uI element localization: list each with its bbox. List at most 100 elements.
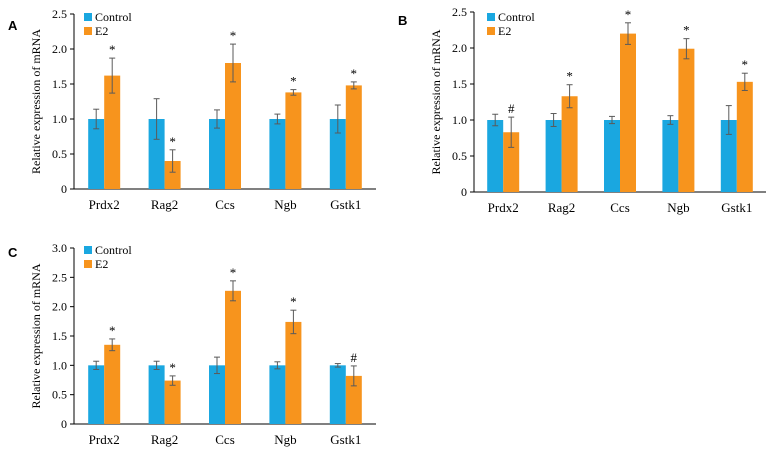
significance-marker: * — [109, 323, 116, 338]
y-tick-label: 0 — [61, 182, 67, 196]
bar-e2 — [225, 290, 241, 424]
bar-control — [662, 120, 679, 192]
significance-marker: # — [508, 101, 515, 116]
legend-swatch — [84, 13, 92, 21]
bar-control — [329, 119, 346, 189]
significance-marker: * — [683, 23, 690, 38]
significance-marker: * — [625, 7, 632, 22]
chart-panel-b: Relative expression of mRNA 0 0.5 1.0 1.5 2.0… — [429, 5, 766, 215]
bar-control — [88, 365, 105, 424]
y-tick-label: 3.0 — [52, 241, 67, 255]
x-tick-label: Rag2 — [151, 432, 178, 447]
significance-marker: * — [290, 74, 297, 89]
significance-marker: * — [290, 294, 297, 309]
significance-marker: * — [169, 134, 176, 149]
bar-control — [487, 120, 504, 192]
bar-e2 — [561, 96, 578, 192]
bar-control — [209, 119, 225, 189]
bar-control — [604, 120, 620, 192]
significance-marker: # — [351, 350, 358, 365]
bar-control — [148, 365, 165, 424]
bar-control — [88, 119, 105, 189]
y-axis-label: Relative expression of mRNA — [429, 29, 443, 174]
bar-e2 — [104, 344, 121, 424]
chart-panel-c: Relative expression of mRNA 0 0.5 1.0 1.5 2.0… — [29, 241, 376, 447]
legend-label: Control — [95, 243, 132, 257]
bar-control — [269, 365, 286, 424]
bar-control — [148, 119, 165, 189]
y-tick-label: 0 — [61, 417, 67, 431]
y-tick-label: 2.5 — [452, 5, 467, 19]
y-tick-label: 2.0 — [52, 42, 67, 56]
significance-marker: * — [566, 69, 573, 84]
y-tick-label: 1.0 — [452, 113, 467, 127]
legend-swatch — [487, 27, 495, 35]
bar-e2 — [225, 63, 241, 189]
x-tick-label: Gstk1 — [721, 200, 752, 215]
legend-swatch — [84, 246, 92, 254]
x-tick-label: Ngb — [274, 197, 296, 212]
legend-label: E2 — [95, 257, 108, 271]
significance-marker: * — [351, 66, 358, 81]
x-tick-label: Rag2 — [151, 197, 178, 212]
significance-marker: * — [230, 28, 237, 43]
bar-control — [720, 120, 737, 192]
y-tick-label: 0.5 — [52, 147, 67, 161]
legend-swatch — [84, 27, 92, 35]
bar-e2 — [345, 375, 362, 424]
y-tick-label: 0.5 — [452, 149, 467, 163]
panel-a-label: A — [8, 18, 18, 33]
bar-e2 — [285, 92, 302, 189]
y-tick-label: 1.0 — [52, 358, 67, 372]
bar-control — [209, 365, 225, 424]
bar-control — [269, 119, 286, 189]
bar-e2 — [164, 161, 181, 189]
x-tick-label: Ccs — [610, 200, 630, 215]
x-tick-label: Ccs — [215, 197, 235, 212]
y-tick-label: 2.0 — [452, 41, 467, 55]
legend-label: E2 — [498, 24, 511, 38]
bar-e2 — [620, 33, 636, 192]
x-tick-label: Ccs — [215, 432, 235, 447]
significance-marker: * — [742, 57, 749, 72]
y-tick-label: 0.5 — [52, 388, 67, 402]
y-axis-label: Relative expression of mRNA — [29, 263, 43, 408]
y-tick-label: 2.0 — [52, 300, 67, 314]
legend-label: E2 — [95, 24, 108, 38]
y-tick-label: 2.5 — [52, 7, 67, 21]
significance-marker: * — [109, 42, 116, 57]
y-tick-label: 1.5 — [452, 77, 467, 91]
legend-swatch — [487, 13, 495, 21]
y-tick-label: 1.5 — [52, 77, 67, 91]
y-axis-label: Relative expression of mRNA — [29, 29, 43, 174]
x-tick-label: Prdx2 — [89, 432, 120, 447]
y-tick-label: 2.5 — [52, 270, 67, 284]
y-tick-label: 1.0 — [52, 112, 67, 126]
x-tick-label: Ngb — [667, 200, 689, 215]
bar-e2 — [104, 75, 121, 189]
bar-e2 — [285, 321, 302, 424]
legend-label: Control — [95, 10, 132, 24]
panel-b-label: B — [398, 13, 408, 28]
x-tick-label: Rag2 — [548, 200, 575, 215]
bar-e2 — [503, 132, 520, 192]
x-tick-label: Prdx2 — [488, 200, 519, 215]
y-tick-label: 0 — [461, 185, 467, 199]
bar-e2 — [345, 85, 362, 189]
bar-e2 — [736, 81, 753, 192]
bar-control — [329, 365, 346, 424]
y-tick-label: 1.5 — [52, 329, 67, 343]
bar-e2 — [164, 380, 181, 424]
chart-panel-a: Relative expression of mRNA 0 0.5 1.0 1.5 2.0… — [29, 7, 376, 212]
panel-c-label: C — [8, 245, 18, 260]
legend-swatch — [84, 260, 92, 268]
x-tick-label: Ngb — [274, 432, 296, 447]
significance-marker: * — [230, 265, 237, 280]
x-tick-label: Gstk1 — [330, 197, 361, 212]
x-tick-label: Gstk1 — [330, 432, 361, 447]
bar-control — [545, 120, 562, 192]
bar-e2 — [678, 48, 695, 192]
significance-marker: * — [169, 360, 176, 375]
legend-label: Control — [498, 10, 535, 24]
x-tick-label: Prdx2 — [89, 197, 120, 212]
